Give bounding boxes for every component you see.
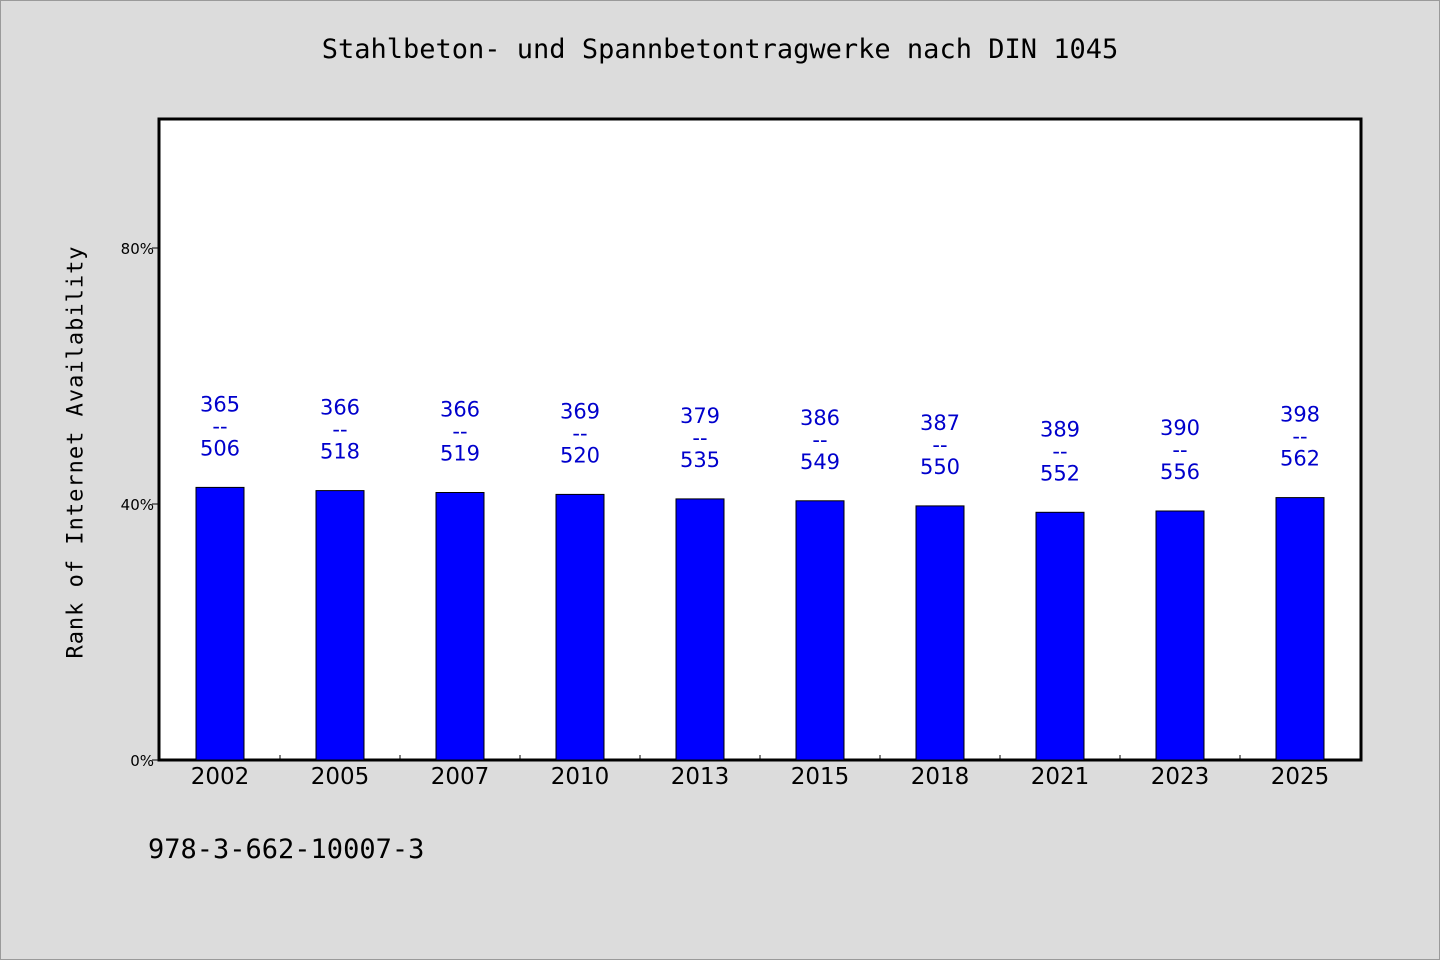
bar-2025 bbox=[1275, 497, 1325, 761]
bar-annotation-top: 389 bbox=[1040, 417, 1080, 441]
bar-annotation-top: 398 bbox=[1280, 403, 1320, 427]
bar-annotation-sep: -- bbox=[1292, 425, 1307, 449]
bar-2005 bbox=[315, 490, 365, 761]
bar-annotation-top: 379 bbox=[680, 404, 720, 428]
x-tick-label: 2002 bbox=[191, 764, 250, 790]
bar-2010 bbox=[555, 493, 605, 761]
bar-annotation-sep: -- bbox=[812, 428, 827, 452]
bar-annotation-top: 366 bbox=[320, 396, 360, 420]
bar-annotation-top: 390 bbox=[1160, 416, 1200, 440]
bar-annotation-bottom: 535 bbox=[680, 448, 720, 472]
bar-2018 bbox=[915, 505, 965, 761]
x-tick-label: 2015 bbox=[791, 764, 850, 790]
y-axis-ticks: 0% 40% 80% bbox=[121, 240, 160, 770]
x-axis-ticks: 2002 2005 2007 2010 2013 2015 2018 2021 2023 2025 bbox=[191, 755, 1330, 790]
bar-annotation-top: 387 bbox=[920, 411, 960, 435]
bars-group bbox=[195, 486, 1325, 761]
bar-annotation-sep: -- bbox=[932, 433, 947, 457]
chart-title: Stahlbeton- und Spannbetontragwerke nach… bbox=[321, 34, 1119, 65]
bar-annotation-bottom: 552 bbox=[1040, 461, 1080, 485]
bar-annotation-top: 365 bbox=[200, 392, 240, 416]
bar-2021 bbox=[1035, 511, 1085, 761]
bar-annotation-bottom: 519 bbox=[440, 442, 480, 466]
annotations-group: 365--506366--518366--519369--520379--535… bbox=[200, 392, 1320, 485]
bar-2002 bbox=[195, 486, 245, 761]
bar-annotation-sep: -- bbox=[572, 421, 587, 445]
bar-annotation-bottom: 549 bbox=[800, 450, 840, 474]
bar-annotation-bottom: 562 bbox=[1280, 447, 1320, 471]
isbn-label: 978-3-662-10007-3 bbox=[148, 834, 425, 865]
y-tick-label: 40% bbox=[121, 496, 154, 514]
x-tick-label: 2013 bbox=[671, 764, 730, 790]
bar-annotation-sep: -- bbox=[1172, 438, 1187, 462]
x-tick-label: 2023 bbox=[1151, 764, 1210, 790]
bar-annotation-sep: -- bbox=[452, 420, 467, 444]
bar-annotation-top: 386 bbox=[800, 406, 840, 430]
bar-annotation-top: 366 bbox=[440, 398, 480, 422]
y-axis-label: Rank of Internet Availability bbox=[63, 245, 89, 659]
y-tick-label: 0% bbox=[130, 752, 154, 770]
x-tick-label: 2018 bbox=[911, 764, 970, 790]
bar-annotation-sep: -- bbox=[212, 414, 227, 438]
x-tick-label: 2025 bbox=[1271, 764, 1330, 790]
bar-annotation-top: 369 bbox=[560, 399, 600, 423]
bar-annotation-bottom: 518 bbox=[320, 440, 360, 464]
bar-annotation-sep: -- bbox=[1052, 439, 1067, 463]
x-tick-label: 2007 bbox=[431, 764, 490, 790]
bar-2015 bbox=[795, 500, 845, 761]
bar-annotation-sep: -- bbox=[692, 426, 707, 450]
bar-annotation-bottom: 550 bbox=[920, 455, 960, 479]
bar-2023 bbox=[1155, 510, 1205, 761]
bar-2007 bbox=[435, 492, 485, 761]
x-tick-label: 2005 bbox=[311, 764, 370, 790]
bar-annotation-bottom: 506 bbox=[200, 436, 240, 460]
bar-annotation-bottom: 520 bbox=[560, 443, 600, 467]
x-tick-label: 2010 bbox=[551, 764, 610, 790]
y-tick-label: 80% bbox=[121, 240, 154, 258]
bar-annotation-sep: -- bbox=[332, 418, 347, 442]
bar-annotation-bottom: 556 bbox=[1160, 460, 1200, 484]
bar-2013 bbox=[675, 498, 725, 761]
x-tick-label: 2021 bbox=[1031, 764, 1090, 790]
